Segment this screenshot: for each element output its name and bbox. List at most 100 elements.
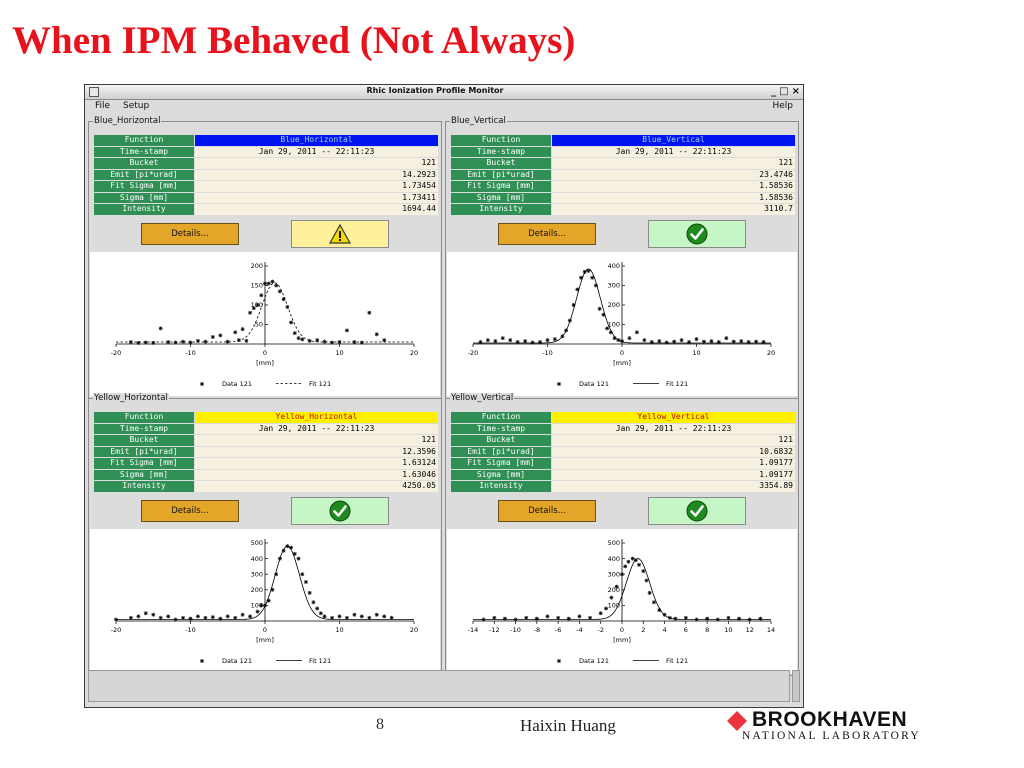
data-point	[662, 612, 667, 617]
x-tick-label: -2	[597, 626, 603, 634]
minimize-icon[interactable]: _	[771, 86, 777, 97]
data-point	[225, 339, 230, 344]
data-point	[567, 318, 572, 323]
x-tick-label: -8	[534, 626, 540, 634]
param-label: Emit [pi*urad]	[93, 168, 195, 181]
data-point	[614, 584, 619, 589]
param-label: Emit [pi*urad]	[450, 445, 552, 458]
y-tick-label: 300	[608, 570, 620, 578]
menu-file[interactable]: File	[95, 101, 111, 111]
data-point	[359, 614, 364, 619]
data-point	[285, 544, 290, 549]
data-point	[492, 615, 497, 620]
data-point	[633, 558, 638, 563]
close-icon[interactable]: ×	[791, 86, 800, 97]
x-tick-label: -10	[510, 626, 521, 634]
data-point	[300, 572, 305, 577]
data-point	[664, 340, 669, 345]
table-row: Function Blue_Vertical	[450, 134, 795, 147]
data-point	[307, 590, 312, 595]
param-value: 3110.7	[551, 203, 795, 216]
param-label: Sigma [mm]	[93, 191, 195, 204]
data-point	[630, 556, 635, 561]
data-point	[248, 310, 253, 315]
brookhaven-mark-icon	[727, 711, 747, 731]
data-point	[612, 336, 617, 341]
table-row: Intensity 3110.7	[450, 203, 795, 216]
data-point	[259, 293, 264, 298]
data-point	[500, 336, 505, 341]
table-row: Sigma [mm] 1.73411	[93, 191, 438, 204]
data-point	[128, 615, 133, 620]
window-menu-icon[interactable]	[89, 87, 99, 97]
param-label: Sigma [mm]	[93, 468, 195, 481]
window-titlebar[interactable]: Rhic Ionization Profile Monitor _ □ ×	[85, 85, 803, 100]
data-point	[657, 339, 662, 344]
x-tick-label: 0	[263, 626, 267, 634]
details-button[interactable]: Details...	[498, 223, 596, 245]
data-point	[233, 615, 238, 620]
chart-legend: Data 121 Fit 121	[557, 657, 688, 665]
data-point	[337, 614, 342, 619]
data-point	[240, 327, 245, 332]
status-scrollbar[interactable]	[792, 670, 800, 702]
param-label: Sigma [mm]	[450, 468, 552, 481]
data-point	[322, 614, 327, 619]
data-point	[746, 340, 751, 345]
x-tick-label: 20	[410, 626, 418, 634]
data-point	[687, 340, 692, 345]
data-point	[534, 616, 539, 621]
legend-marker	[557, 382, 561, 386]
data-point	[739, 339, 744, 344]
data-point	[694, 617, 699, 622]
data-point	[590, 275, 595, 280]
table-row: Emit [pi*urad] 14.2923	[93, 168, 438, 181]
data-point	[620, 572, 624, 577]
y-tick-label: 300	[608, 282, 620, 290]
data-point	[270, 279, 275, 284]
data-point	[136, 614, 141, 619]
data-point	[330, 615, 335, 620]
x-axis-label: [mm]	[613, 359, 631, 367]
data-point	[166, 340, 171, 345]
param-label: Function	[93, 411, 195, 424]
fit-curve	[473, 558, 771, 620]
details-button[interactable]: Details...	[141, 223, 239, 245]
table-row: Intensity 1694.44	[93, 203, 438, 216]
data-point	[315, 338, 320, 343]
data-point	[545, 338, 550, 343]
data-point	[641, 569, 646, 574]
table-row: Sigma [mm] 1.63046	[93, 468, 438, 481]
x-tick-label: 6	[684, 626, 688, 634]
details-button[interactable]: Details...	[498, 500, 596, 522]
table-row: Bucket 121	[93, 157, 438, 170]
table-row: Bucket 121	[93, 434, 438, 447]
data-point	[218, 333, 223, 338]
legend-label: Fit 121	[666, 657, 688, 665]
data-point	[263, 603, 267, 608]
menu-help[interactable]: Help	[772, 101, 793, 111]
data-point	[604, 606, 609, 611]
data-point	[292, 551, 297, 556]
parameter-table: Function Blue_Vertical Time-stamp Jan 29, 2…	[450, 134, 795, 216]
x-tick-label: 2	[641, 626, 645, 634]
data-point	[210, 334, 215, 339]
details-button[interactable]: Details...	[141, 500, 239, 522]
data-point	[523, 339, 528, 344]
data-point	[210, 615, 215, 620]
function-value: Yellow_Vertical	[551, 411, 795, 424]
data-point	[754, 339, 759, 344]
data-point	[322, 339, 327, 344]
data-point	[158, 326, 163, 331]
panel-yellow-horizontal: Yellow_Horizontal Function Yellow_Horizont…	[88, 393, 442, 676]
menu-setup[interactable]: Setup	[123, 101, 150, 111]
maximize-icon[interactable]: □	[779, 86, 789, 97]
param-label: Sigma [mm]	[450, 191, 552, 204]
y-tick-label: 500	[608, 539, 620, 547]
function-value: Blue_Horizontal	[194, 134, 438, 147]
y-tick-label: 500	[251, 539, 263, 547]
param-label: Intensity	[93, 203, 195, 216]
data-point	[709, 339, 714, 344]
data-point	[359, 340, 364, 345]
profile-chart: -14 -12 -10 -8 -6 -4 -2 0 2 4 6 8 10 12 14 100 200 300 400…	[468, 539, 775, 665]
